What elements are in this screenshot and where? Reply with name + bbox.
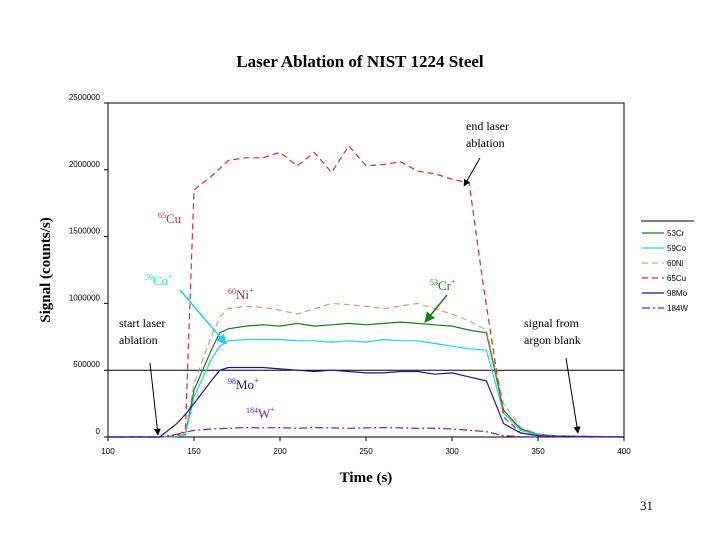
annotation-59co: 59Co+ [145, 272, 173, 288]
y-tick-label: 2000000 [69, 160, 101, 169]
series-line-184w [108, 426, 624, 438]
y-axis-label: Signal (counts/s) [38, 217, 54, 322]
series-line-59co [108, 338, 625, 438]
legend-label-60ni: 60Ni [667, 259, 684, 268]
arrow-chromium [424, 294, 448, 323]
x-tick-label: 250 [359, 447, 373, 456]
x-tick-label: 350 [531, 447, 545, 456]
y-tick-label: 1500000 [69, 227, 101, 236]
legend-label-98mo: 98Mo [667, 289, 688, 298]
y-tick-label: 1000000 [69, 293, 101, 302]
x-tick-label: 150 [187, 447, 201, 456]
arrow-end [463, 157, 481, 187]
annotation-end-laser: end laser ablation [466, 119, 509, 150]
annotation-argon-blank: signal from argon blank [524, 316, 581, 347]
series-line-98mo [108, 366, 625, 438]
x-tick-label: 400 [617, 447, 631, 456]
legend-label-184w: 184W [667, 304, 688, 313]
series-line-65cu [108, 144, 624, 438]
slide-number: 31 [640, 498, 653, 513]
x-tick-label: 300 [445, 447, 459, 456]
series-line-53cr [108, 321, 625, 438]
x-axis-label: Time (s) [340, 470, 393, 486]
y-tick-label: 0 [96, 427, 101, 436]
legend-label-59co: 59Co [667, 244, 687, 253]
annotation-98mo: 98Mo+ [228, 376, 259, 392]
annotation-184w: 184W+ [246, 405, 275, 421]
annotation-53cr: 53Cr+ [430, 277, 456, 293]
annotation-60ni: 60Ni+ [228, 286, 254, 302]
plot-area [107, 102, 625, 438]
chart-title: Laser Ablation of NIST 1224 Steel [236, 52, 484, 71]
legend-label-65cu: 65Cu [667, 274, 686, 283]
arrow-argon [565, 357, 581, 434]
legend-label-53cr: 53Cr [667, 229, 685, 238]
series-line-60ni [108, 302, 625, 438]
x-tick-label: 200 [273, 447, 287, 456]
arrow-cobalt [179, 289, 227, 345]
annotation-start-laser: start laser ablation [119, 316, 165, 347]
y-tick-label: 2500000 [69, 93, 101, 102]
x-tick-label: 100 [101, 447, 115, 456]
y-tick-label: 500000 [73, 360, 100, 369]
arrow-start [149, 362, 161, 436]
annotation-65cu: 65Cu [158, 211, 182, 226]
legend: 53Cr 59Co 60Ni 65Cu 98Mo 184W [641, 220, 694, 313]
